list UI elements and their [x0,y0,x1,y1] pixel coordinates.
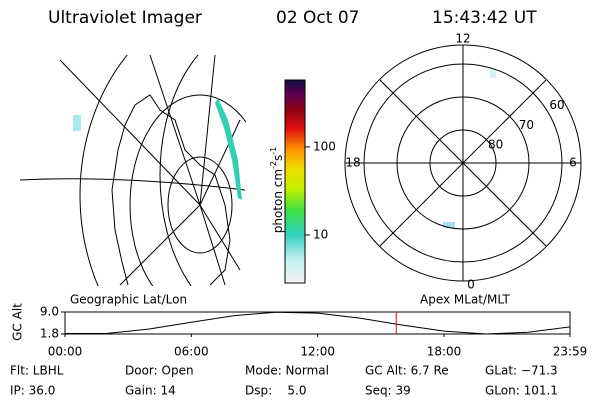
colorbar-tick-label: 10 [313,227,328,241]
left-map [20,55,246,286]
time: 15:43:42 UT [432,8,537,28]
x-tick-label: 12:00 [300,345,335,359]
mlt-label: 12 [455,32,470,46]
mlat-label: 80 [488,138,503,152]
colorbar [284,79,306,284]
mlt-label: 6 [569,156,577,170]
mlat-label: 60 [549,98,564,112]
info-field: Dsp: 5.0 [245,384,307,398]
right-map [344,44,582,282]
mlt-label: 18 [345,156,360,170]
right-map-label: Apex MLat/MLT [420,293,510,307]
y-tick-label: 1.8 [40,327,59,341]
info-field: GC Alt: 6.7 Re [365,364,449,378]
colorbar-label: photon cm-2s-1 [269,147,285,234]
mlt-label: 0 [467,278,475,292]
info-field: Flt: LBHL [10,364,64,378]
mlat-circle [396,96,530,230]
x-tick-label: 18:00 [427,345,462,359]
info-field: Door: Open [125,364,194,378]
info-field: Seq: 39 [365,384,411,398]
date: 02 Oct 07 [276,8,359,28]
x-tick-label: 23:59 [553,345,588,359]
y-tick-label: 9.0 [40,305,59,319]
info-field: Mode: Normal [245,364,329,378]
instrument: Ultraviolet Imager [48,8,202,28]
mlat-circle [429,129,497,197]
info-field: GLat: −71.3 [485,364,558,378]
info-field: Gain: 14 [125,384,176,398]
x-tick-label: 00:00 [48,345,83,359]
info-field: IP: 36.0 [10,384,55,398]
mlat-circle [363,63,563,263]
mlat-label: 70 [519,118,534,132]
altitude-label: GC Alt [11,303,25,341]
colorbar-tick-label: 100 [313,139,336,153]
x-tick-label: 06:00 [174,345,209,359]
altitude-frame [64,311,571,335]
info-field: GLon: 101.1 [485,384,558,398]
altitude-line [65,311,570,335]
left-map-label: Geographic Lat/Lon [70,293,187,307]
